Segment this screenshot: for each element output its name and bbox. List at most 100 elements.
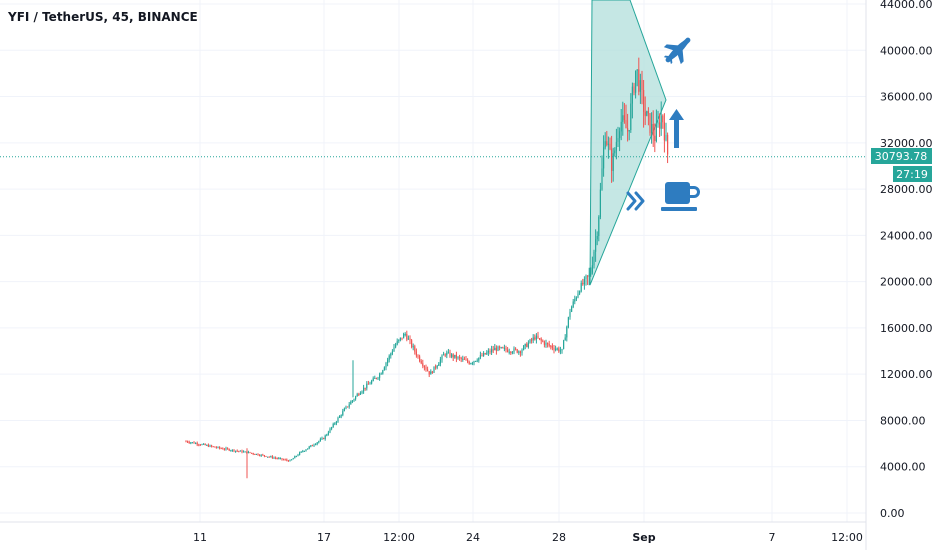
airplane-icon[interactable]: [659, 31, 697, 69]
candle-body: [571, 306, 573, 312]
time-tick-label: 11: [193, 531, 207, 544]
candle-body: [479, 355, 481, 358]
candle-body: [614, 150, 616, 154]
candle-body: [662, 115, 664, 123]
candle-body: [185, 441, 187, 443]
candle-body: [641, 80, 643, 91]
candle-body: [667, 134, 669, 155]
candle-body: [220, 448, 222, 450]
candle-body: [259, 455, 261, 457]
candle-body: [499, 346, 501, 348]
coffee-cup-icon[interactable]: [661, 182, 700, 211]
candle-body: [532, 337, 534, 341]
double-chevron-icon[interactable]: [626, 191, 645, 211]
candle-body: [382, 370, 384, 374]
candle-body: [545, 342, 547, 345]
candle-body: [636, 69, 638, 71]
candle-body: [623, 115, 625, 121]
candle-body: [604, 141, 606, 148]
candle-body: [273, 457, 275, 459]
candle-body: [551, 346, 553, 349]
candle-body: [375, 377, 377, 379]
candle-body: [617, 138, 619, 142]
candle-body: [209, 445, 211, 447]
candle-body: [420, 361, 422, 364]
candle-body: [247, 451, 249, 454]
candles-layer: [185, 57, 669, 479]
candle-body: [503, 347, 505, 349]
candle-body: [447, 352, 449, 354]
triangle-drawing[interactable]: [589, 0, 667, 286]
candle-body: [395, 344, 397, 348]
candle-body: [267, 456, 269, 458]
candle-body: [396, 341, 398, 345]
time-axis[interactable]: 11 17 12:00 24 28 Sep 7 12:00: [0, 521, 866, 544]
time-tick-label: 17: [317, 531, 331, 544]
candle-body: [523, 345, 525, 350]
candle-body: [276, 458, 278, 460]
candle-body: [615, 141, 617, 151]
candle-body: [638, 69, 640, 92]
candle-body: [350, 401, 352, 405]
candle-body: [463, 358, 465, 360]
price-tick-label: 12000.00: [880, 368, 932, 381]
candle-body: [323, 438, 325, 440]
candle-body: [599, 189, 601, 217]
candle-body: [321, 438, 323, 440]
candle-body: [603, 147, 605, 169]
candle-body: [297, 454, 299, 456]
candle-body: [299, 452, 301, 455]
candle-body: [260, 454, 262, 456]
candle-body: [291, 459, 293, 461]
time-tick-label: Sep: [632, 531, 655, 544]
candle-body: [251, 452, 253, 454]
candle-body: [414, 346, 416, 352]
candle-body: [255, 453, 257, 455]
candle-body: [391, 351, 393, 354]
candle-body: [315, 444, 317, 446]
candle-body: [588, 274, 590, 277]
candle-body: [529, 339, 531, 343]
candle-body: [358, 394, 360, 396]
candle-body: [300, 451, 302, 453]
candle-body: [265, 456, 267, 458]
candle-body: [271, 456, 273, 459]
candle-body: [385, 363, 387, 368]
candle-body: [222, 448, 224, 450]
candle-body: [399, 337, 401, 340]
candle-body: [435, 366, 437, 368]
candle-body: [561, 348, 563, 351]
candle-body: [227, 448, 229, 450]
candle-body: [436, 365, 438, 368]
candle-body: [204, 443, 206, 446]
candle-body: [337, 417, 339, 422]
candle-body: [510, 351, 512, 353]
candle-body: [508, 351, 510, 353]
candle-body: [593, 251, 595, 266]
candle-body: [492, 349, 494, 351]
candle-body: [542, 340, 544, 342]
candle-body: [601, 168, 603, 190]
candle-body: [332, 423, 334, 428]
candle-body: [539, 338, 541, 340]
candle-body: [663, 122, 665, 141]
candle-body: [535, 335, 537, 340]
candle-body: [212, 446, 214, 448]
candle-body: [519, 351, 521, 354]
candle-body: [363, 387, 365, 392]
candle-body: [635, 70, 637, 93]
candle-body: [305, 449, 307, 451]
candle-body: [566, 326, 568, 338]
candle-body: [361, 391, 363, 394]
candle-body: [500, 347, 502, 349]
candle-body: [295, 455, 297, 457]
price-axis[interactable]: 0.00 4000.00 8000.00 12000.00 16000.00 20000.…: [865, 0, 932, 550]
candle-body: [190, 442, 192, 444]
arrow-up-icon[interactable]: [669, 109, 684, 148]
candle-body: [655, 124, 657, 142]
candle-body: [441, 355, 443, 360]
candle-body: [495, 347, 497, 351]
